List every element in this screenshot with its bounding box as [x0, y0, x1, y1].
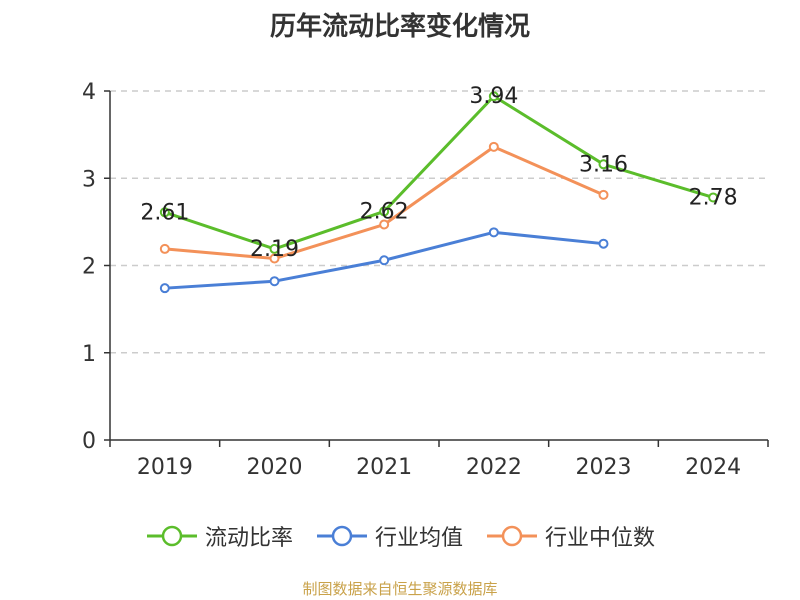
x-tick-label: 2019: [137, 455, 193, 480]
legend-marker-icon: [316, 525, 367, 547]
data-point: [488, 141, 499, 152]
data-point: [379, 219, 390, 230]
data-point: [269, 253, 280, 264]
x-tick-label: 2021: [356, 455, 412, 480]
data-label: 2.19: [250, 237, 299, 262]
data-point: [269, 243, 280, 254]
source-note: 制图数据来自恒生聚源数据库: [302, 580, 498, 598]
legend-item[interactable]: 行业均值: [315, 520, 463, 552]
x-tick-label: 2023: [576, 455, 632, 480]
legend-marker-icon: [146, 525, 197, 547]
data-label: 3.16: [579, 152, 628, 177]
legend-marker-icon: [487, 525, 537, 547]
series-line-0: [164, 94, 714, 251]
data-point: [598, 238, 609, 249]
axes: 0 1 2 3 4 2019 2020 2021 2022 2023 2024: [82, 80, 769, 480]
data-point: [379, 255, 390, 266]
x-tick-label: 2020: [247, 455, 303, 480]
data-point: [708, 192, 719, 203]
legend-label: 行业中位数: [545, 526, 656, 551]
legend-label: 行业均值: [374, 526, 463, 551]
y-tick-label: 0: [82, 429, 96, 454]
legend-item[interactable]: 行业中位数: [485, 520, 655, 552]
data-point: [488, 227, 499, 238]
data-point: [488, 91, 499, 102]
data-point: [159, 283, 170, 294]
chart-title: 历年流动比率变化情况: [269, 12, 530, 42]
legend-label: 流动比率: [204, 526, 293, 551]
legend-item[interactable]: 流动比率: [145, 520, 293, 552]
data-point: [598, 159, 609, 170]
data-labels: 2.61 2.19 2.62 3.94 3.16 2.78: [140, 84, 737, 262]
data-point: [159, 207, 170, 218]
grid-lines: [110, 90, 768, 354]
data-point: [159, 243, 170, 254]
y-tick-label: 3: [82, 167, 96, 192]
data-label: 2.62: [360, 199, 409, 224]
legend: 流动比率 行业均值 行业中位数: [0, 520, 800, 552]
data-label: 2.78: [689, 185, 738, 210]
data-point: [269, 276, 280, 287]
data-point: [598, 189, 609, 200]
x-tick-label: 2022: [466, 455, 522, 480]
y-tick-label: 4: [82, 80, 96, 105]
data-label: 3.94: [469, 84, 518, 109]
x-tick-label: 2024: [685, 455, 741, 480]
data-point: [379, 206, 390, 217]
y-tick-label: 2: [82, 255, 96, 280]
data-label: 2.61: [140, 200, 189, 225]
y-tick-label: 1: [82, 342, 96, 367]
series-lines: [159, 91, 719, 294]
